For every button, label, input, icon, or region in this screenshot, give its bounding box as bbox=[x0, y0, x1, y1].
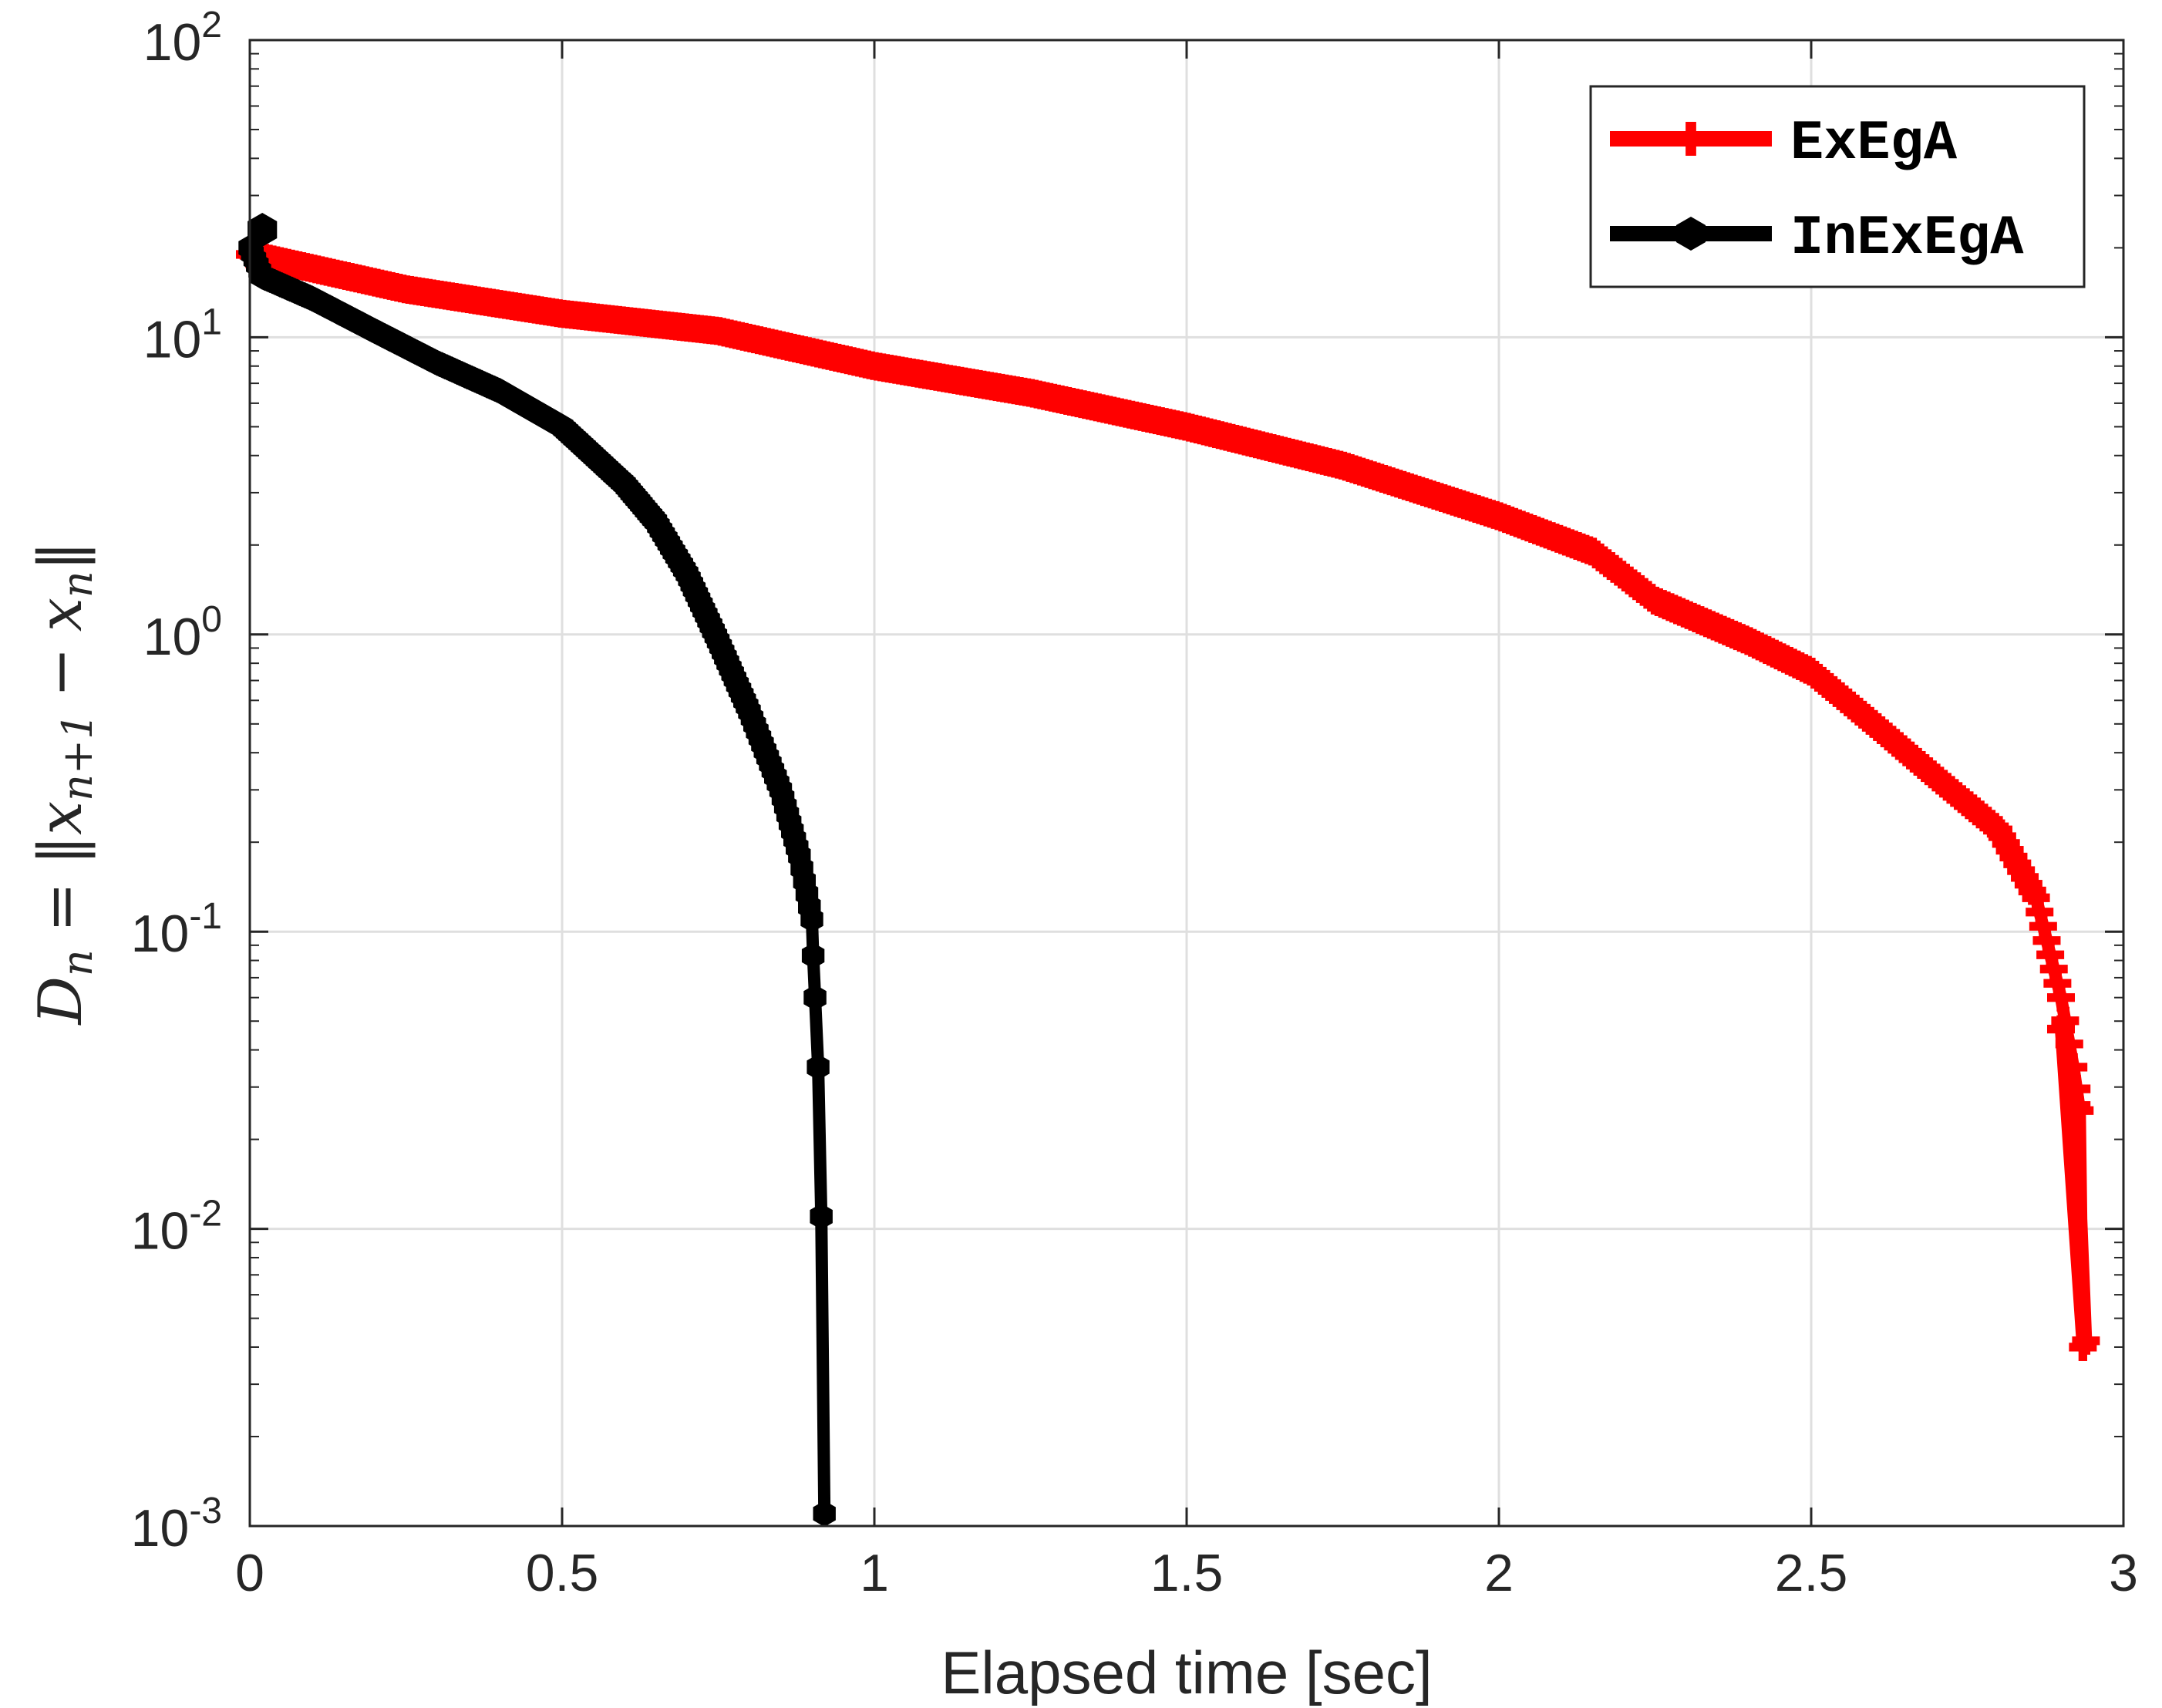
series-marker bbox=[2043, 969, 2072, 998]
marker-plus-v bbox=[2072, 1075, 2081, 1103]
marker-plus-v bbox=[2039, 912, 2048, 941]
series-start-marker bbox=[248, 213, 278, 247]
x-tick-label: 0 bbox=[235, 1544, 264, 1602]
ylabel-minus: − bbox=[26, 647, 96, 697]
series-marker bbox=[801, 942, 825, 969]
series-inexega bbox=[238, 213, 836, 1527]
x-tick-label: 1 bbox=[860, 1544, 889, 1602]
series-marker bbox=[2055, 1029, 2083, 1058]
x-ticks: 0 0.5 1 1.5 2 2.5 3 bbox=[235, 40, 2138, 1602]
series-exega bbox=[236, 240, 2100, 1361]
y-ticks: 102 101 100 10-1 10-2 10-3 bbox=[131, 5, 2123, 1558]
legend-marker-exega bbox=[1674, 122, 1708, 156]
marker-plus-v bbox=[2072, 1091, 2081, 1120]
y-tick-label: 10-3 bbox=[131, 1491, 222, 1558]
legend-label-inexega: InExEgA bbox=[1790, 207, 2024, 270]
y-tick-label: 10-2 bbox=[131, 1194, 222, 1261]
series-marker bbox=[2059, 1053, 2088, 1081]
series-marker bbox=[2047, 1015, 2075, 1043]
y-tick-label: 100 bbox=[143, 599, 222, 666]
x-tick-label: 1.5 bbox=[1150, 1544, 1224, 1602]
series-marker bbox=[2063, 1091, 2091, 1120]
series-marker bbox=[2022, 884, 2050, 912]
marker-plus-v bbox=[2035, 898, 2044, 926]
series-layer bbox=[236, 213, 2100, 1527]
legend: ExEgA InExEgA bbox=[1589, 85, 2086, 288]
marker-plus-v bbox=[2056, 1015, 2066, 1043]
legend-marker-inexega bbox=[1675, 217, 1706, 251]
marker-plus-v bbox=[2081, 1326, 2091, 1355]
x-tick-label: 0.5 bbox=[526, 1544, 599, 1602]
marker-plus-v bbox=[2056, 983, 2066, 1012]
x-tick-label: 2.5 bbox=[1775, 1544, 1848, 1602]
y-tick-label: 101 bbox=[143, 302, 222, 369]
ylabel-close: ‖ bbox=[26, 541, 96, 571]
x-tick-label: 3 bbox=[2109, 1544, 2138, 1602]
x-axis-label: Elapsed time [sec] bbox=[941, 1639, 1432, 1706]
y-axis-label: Dn=‖xn+1−xn‖ bbox=[26, 541, 102, 1026]
legend-marker-hex bbox=[1675, 217, 1706, 251]
marker-plus-v bbox=[2069, 1053, 2078, 1081]
ylabel-d: D bbox=[26, 976, 96, 1026]
legend-box bbox=[1589, 85, 2086, 288]
marker-plus-v bbox=[2065, 1029, 2074, 1058]
series-marker bbox=[810, 1203, 833, 1230]
ylabel-x2-sub: n bbox=[53, 571, 102, 598]
series-marker bbox=[2047, 983, 2075, 1012]
series-marker bbox=[2029, 912, 2057, 941]
y-tick-label: 10-1 bbox=[131, 896, 222, 963]
ylabel-x: x bbox=[26, 801, 96, 835]
ylabel-open: ‖ bbox=[26, 835, 96, 865]
series-marker bbox=[2063, 1075, 2091, 1103]
series-marker bbox=[2039, 955, 2068, 983]
minor-ticks bbox=[250, 52, 2123, 1437]
ylabel-d-sub: n bbox=[53, 949, 102, 976]
series-marker bbox=[2026, 898, 2054, 926]
series-marker bbox=[800, 906, 823, 933]
marker-plus-v bbox=[2031, 884, 2041, 912]
marker-plus-v bbox=[1685, 122, 1696, 156]
series-marker bbox=[807, 1053, 830, 1080]
marker-plus-v bbox=[2042, 926, 2052, 955]
marker-plus-v bbox=[2049, 955, 2059, 983]
ylabel-x-sub: n+1 bbox=[53, 713, 102, 801]
marker-plus-v bbox=[2053, 969, 2062, 998]
series-marker bbox=[2032, 926, 2061, 955]
y-tick-label: 102 bbox=[143, 5, 222, 72]
legend-label-exega: ExEgA bbox=[1790, 112, 1958, 175]
x-tick-label: 2 bbox=[1484, 1544, 1514, 1602]
series-marker bbox=[813, 1501, 836, 1527]
ylabel-eq: = bbox=[26, 882, 96, 932]
ylabel-x2: x bbox=[26, 598, 96, 632]
series-marker bbox=[803, 984, 827, 1011]
marker-plus-v bbox=[2046, 941, 2055, 969]
legend-marker-plus bbox=[1674, 122, 1708, 156]
series-marker bbox=[2072, 1326, 2100, 1355]
series-marker bbox=[2036, 941, 2065, 969]
